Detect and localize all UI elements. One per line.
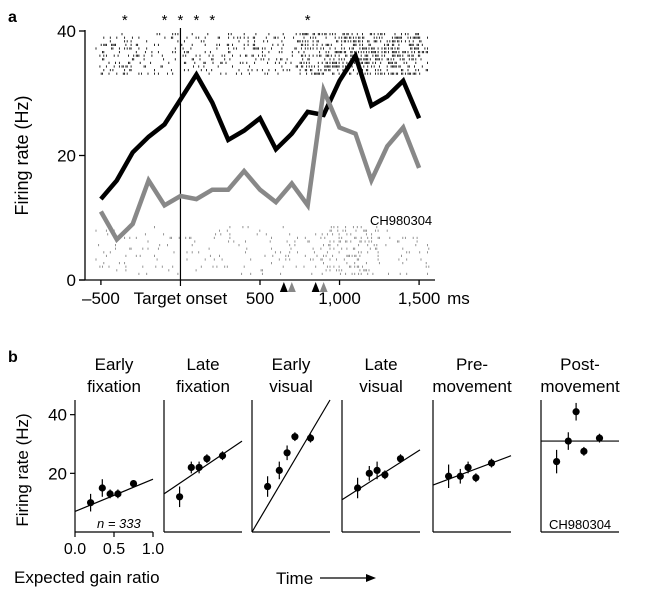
epoch-title-line1: Early [272,355,311,374]
x-unit-label: ms [447,289,470,308]
x-tick-label: 0.5 [103,541,125,558]
data-point [264,482,272,491]
data-point [176,493,184,501]
y-tick-label: 40 [48,406,67,425]
movement-arrow-black [279,282,288,292]
significance-asterisk: * [162,12,168,29]
cell-id-label: CH980304 [549,517,611,532]
panel-b-letter: b [8,349,18,366]
data-point [365,469,373,477]
x-axis-label: Expected gain ratio [14,568,160,587]
epoch-title-line1: Early [95,355,134,374]
panel-a-letter: a [8,9,17,26]
data-point [129,480,138,488]
data-point [553,458,561,466]
time-arrow-head [366,574,376,582]
y-tick-label: 40 [57,22,76,41]
data-point [195,463,203,472]
regression-line [251,399,331,533]
data-point [464,463,472,472]
significance-asterisk: * [122,12,128,29]
significance-asterisk: * [305,12,311,29]
data-point [291,433,299,441]
significance-asterisk: * [178,12,184,29]
epoch-panel: Pre-movement [432,355,512,533]
panel-a-chart: 0 20 40 Firing rate (Hz) –500 500 1,000 1,500 Ta… [12,12,470,308]
data-point [87,499,95,507]
data-point [472,474,480,482]
epoch-title-line2: movement [432,377,512,396]
epoch-title-line2: fixation [176,377,230,396]
y-tick-label: 0 [67,271,76,290]
x-tick-label: –500 [82,289,120,308]
data-point [306,434,315,442]
spike-raster [95,33,430,275]
x-tick-label: 1,000 [318,289,361,308]
movement-arrow-gray [319,282,328,292]
x-tick-label: 1,500 [398,289,441,308]
data-point [487,459,496,467]
epoch-title-line2: fixation [87,377,141,396]
data-point [595,434,604,442]
epoch-title-line1: Pre- [456,355,488,374]
n-label: n = 333 [97,516,142,531]
data-point [564,437,572,445]
data-point [106,490,114,498]
data-point [456,472,464,480]
epoch-panel: Post-movement CH980304 [540,355,620,533]
cell-id-label: CH980304 [370,213,432,228]
y-tick-label: 20 [57,147,76,166]
regression-line [341,449,421,501]
data-point [396,455,405,463]
y-axis-label: Firing rate (Hz) [13,413,32,526]
target-onset-label: Target onset [134,289,228,308]
epoch-panel: Early fixation 20 40 0.0 0.5 1.0n = 333 [48,355,164,558]
x-tick-label: 1.0 [142,541,164,558]
epoch-title-line1: Post- [560,355,600,374]
epoch-panel: Late fixation [163,355,243,533]
significance-asterisk: * [193,12,199,29]
data-point [218,452,227,460]
regression-line [74,478,154,513]
x-tick-label: 500 [246,289,274,308]
data-point [373,466,381,474]
movement-arrow-gray [287,282,296,292]
regression-line [163,440,243,495]
data-point [283,449,291,457]
epoch-panel: Early visual [251,355,331,533]
data-point [445,472,453,480]
epoch-title-line2: visual [359,377,402,396]
epoch-panel: Late visual [341,355,421,533]
y-tick-label: 20 [48,464,67,483]
data-point [98,484,106,492]
series-line-black [99,50,422,201]
data-point [572,408,580,416]
data-point [203,455,211,463]
data-point [580,447,588,455]
data-point [114,490,122,498]
epoch-title-line2: movement [540,377,620,396]
movement-arrow-black [311,282,320,292]
epoch-title-line1: Late [364,355,397,374]
x-tick-label: 0.0 [64,541,86,558]
series-line-gray [98,81,422,244]
y-axis-label: Firing rate (Hz) [12,95,32,215]
data-point [275,466,283,474]
significance-asterisk: * [209,12,215,29]
epoch-title-line2: visual [269,377,312,396]
data-point [354,484,362,492]
regression-line [432,455,512,486]
time-label: Time [276,569,313,588]
data-point [187,463,195,472]
data-point [381,471,389,479]
panel-b-chart: Firing rate (Hz) Early fixation 20 40 0.0 0.5 1… [13,355,620,588]
epoch-title-line1: Late [186,355,219,374]
